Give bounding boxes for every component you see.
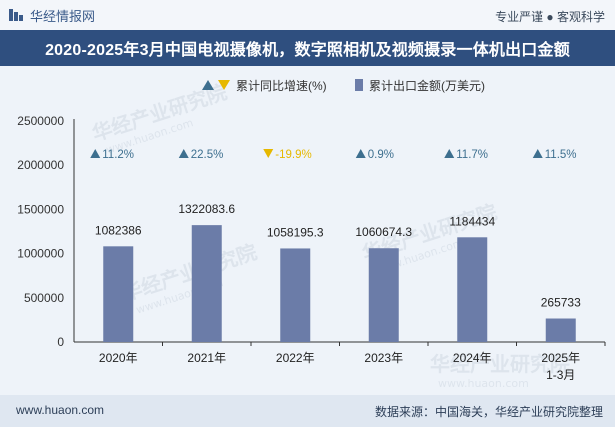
growth-up-icon [90,149,101,158]
top-bar: 华经情报网 专业严谨 ● 客观科学 [0,0,615,30]
bar [457,237,488,342]
growth-value-label: 11.2% [102,149,134,161]
y-tick-label: 0 [57,335,64,349]
footer-source: 数据来源：中国海关，华经产业研究院整理 [374,405,603,419]
footer: www.huaon.com 数据来源：中国海关，华经产业研究院整理 [0,395,615,427]
brand-name: 华经情报网 [30,8,96,24]
tagline: 专业严谨 ● 客观科学 [495,10,605,24]
growth-up-icon [178,149,189,158]
y-tick-label: 2000000 [17,158,64,172]
x-tick-label: 2024年 [453,351,492,365]
watermark-url: www.huaon.com [438,377,529,390]
bar-value-label: 265733 [541,296,581,310]
bar [103,246,134,342]
growth-up-icon [355,149,366,158]
growth-up-icon [444,149,455,158]
x-tick-label: 2020年 [99,351,138,365]
chart: 华经产业研究院www.huaon.com华经产业研究院www.huaon.com… [17,78,606,390]
watermark-text: 华经产业研究院 [430,352,570,376]
y-tick-label: 500000 [24,291,64,305]
legend-amount-label: 累计出口金额(万美元) [369,78,485,93]
x-tick-label: 2022年 [276,351,315,365]
legend-down-triangle-icon [218,80,230,90]
brand: 华经情报网 [8,6,95,24]
bar [280,248,311,342]
y-tick-label: 2500000 [17,114,64,128]
growth-value-label: 11.5% [545,149,577,161]
y-tick-label: 1000000 [17,247,64,261]
growth-up-icon [532,149,543,158]
legend-growth-label: 累计同比增速(%) [236,79,327,93]
growth-value-label: 0.9% [368,149,394,161]
x-tick-label: 2023年 [364,351,403,365]
bar-value-label: 1060674.3 [355,225,412,239]
bar-value-label: 1082386 [95,223,142,237]
brand-logo-icon [9,9,23,21]
legend-bar-swatch [355,79,363,91]
chart-title: 2020-2025年3月中国电视摄像机，数字照相机及视频摄录一体机出口金额 [0,30,615,66]
bar [191,225,222,342]
bar-value-label: 1184434 [449,214,495,228]
growth-value-label: 11.7% [456,149,488,161]
bar [368,248,399,342]
y-tick-label: 1500000 [17,202,64,216]
growth-value-label: -19.9% [275,149,311,161]
x-tick-label: 2025年 [541,351,580,365]
bar-value-label: 1322083.6 [178,202,235,216]
x-tick-label: 2021年 [187,351,226,365]
bar-value-label: 1058195.3 [267,225,324,239]
footer-website: www.huaon.com [16,403,105,417]
x-tick-label: 1-3月 [546,368,575,382]
growth-down-icon [263,149,274,158]
growth-value-label: 22.5% [191,149,224,161]
bar [545,318,576,342]
legend-up-triangle-icon [202,80,214,90]
